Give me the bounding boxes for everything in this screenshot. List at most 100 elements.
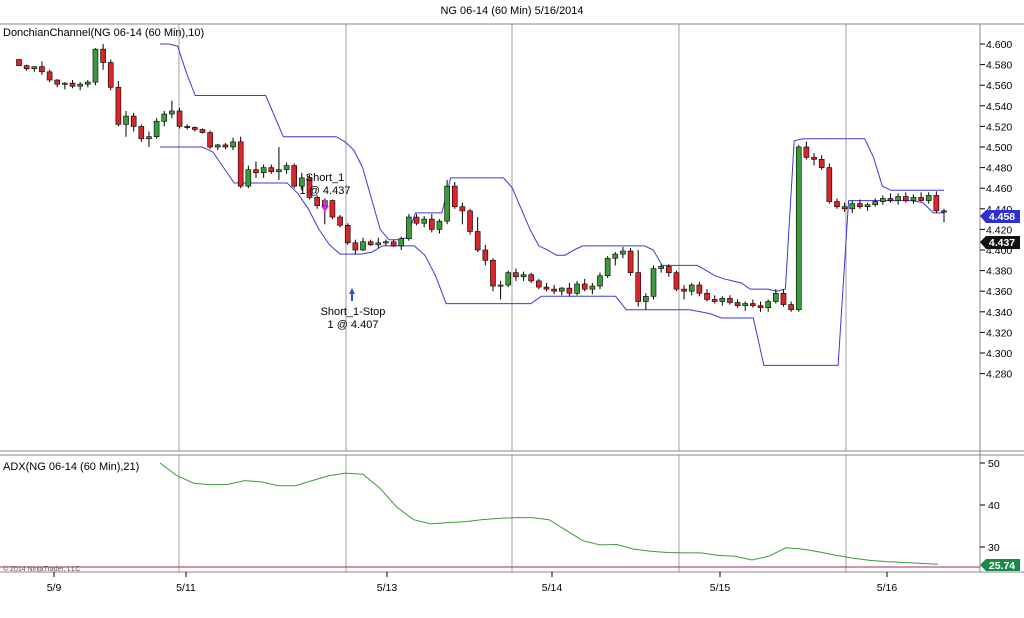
candle [115,81,122,127]
candle-body [719,298,726,302]
candle [750,299,756,308]
candle [719,296,726,306]
price-tick-label: 4.500 [986,142,1012,154]
candle [77,82,83,91]
candle [627,247,634,276]
candle [92,48,99,86]
candle-body [520,274,527,278]
candle [184,124,190,130]
candle-body [536,280,542,288]
candle-body [773,292,779,302]
candle-body [352,242,359,251]
price-tick-label: 4.420 [986,224,1012,236]
price-tick-label: 4.560 [986,80,1012,92]
candle-body [658,266,664,269]
candle [54,79,61,88]
price-tick-label: 4.580 [986,60,1012,72]
candle [237,136,244,189]
candle-body [910,197,917,201]
candle-body [314,197,320,207]
candle-body [505,272,512,286]
candle-body [192,127,198,130]
candle-body [757,305,764,308]
candle-body [306,177,313,198]
candle-body [627,250,634,273]
candle-body [245,169,252,187]
time-tick-label: 5/14 [542,582,563,594]
price-tick-label: 4.360 [986,286,1012,298]
candle-body [207,132,213,148]
candle [429,213,435,233]
candle [260,164,267,178]
candle-body [650,268,657,297]
last-price-badge-text: 4.437 [989,237,1015,249]
candle [398,236,405,250]
candle-body [299,177,305,187]
price-tick-label: 4.600 [986,39,1012,51]
candle-body [237,141,244,187]
candle [352,239,359,255]
candle-body [130,115,137,127]
candle-body [513,272,519,278]
candle [46,69,53,83]
candle [375,237,382,248]
candle-body [941,210,947,213]
candle [566,282,573,297]
candle [643,293,649,310]
candle [872,198,878,207]
candle-body [841,206,848,210]
price-panel-label: DonchianChannel(NG 06-14 (60 Min),10) [3,27,204,39]
candle [597,272,603,290]
candle [788,301,794,312]
candle [344,223,351,245]
candle-body [291,165,298,187]
candle-body [230,141,236,148]
candle-body [23,65,30,70]
candle-body [474,231,481,251]
candle [214,143,221,151]
candle-body [436,220,443,230]
short-entry-detail: 1 @ 4.437 [300,185,351,197]
candle [650,265,657,300]
candle [727,295,733,305]
price-tick-label: 4.320 [986,327,1012,339]
time-tick-label: 5/15 [710,582,731,594]
price-tick-label: 4.460 [986,183,1012,195]
candle-body [818,159,825,168]
candle-body [344,224,351,244]
candle-body [123,115,129,125]
candle [635,250,642,307]
candle [887,193,894,203]
candle-body [107,62,114,88]
candle-body [413,216,420,224]
candle-body [39,66,45,73]
candle [818,155,825,170]
price-axis: 4.600 4.580 4.560 4.540 4.520 4.500 4.480 4.460… [980,39,1012,381]
candle-body [688,284,695,292]
channel-price-badge: 4.458 [980,210,1020,223]
price-tick-label: 4.300 [986,348,1012,360]
candle [199,128,206,134]
candle [673,270,680,292]
price-panel: DonchianChannel(NG 06-14 (60 Min),10) [0,23,1024,572]
candle [130,113,137,132]
short-entry-annotation: Short_1 1 @ 4.437 [300,172,351,212]
candle [528,272,534,283]
candle [23,64,30,71]
candle-body [390,241,397,247]
candle-body [589,285,596,290]
candle [153,118,160,139]
candle [742,301,749,311]
candle [681,285,687,300]
candle-body [765,301,771,308]
time-axis: 5/9 5/11 5/13 5/14 5/15 5/16 [47,572,897,594]
candle [895,193,901,205]
candle-body [31,66,38,70]
candle-body [375,242,382,246]
candle-body [77,83,83,87]
candle [413,213,420,226]
candle [795,144,802,312]
candle-body [444,185,450,222]
candle [299,172,305,191]
candle [604,256,611,278]
